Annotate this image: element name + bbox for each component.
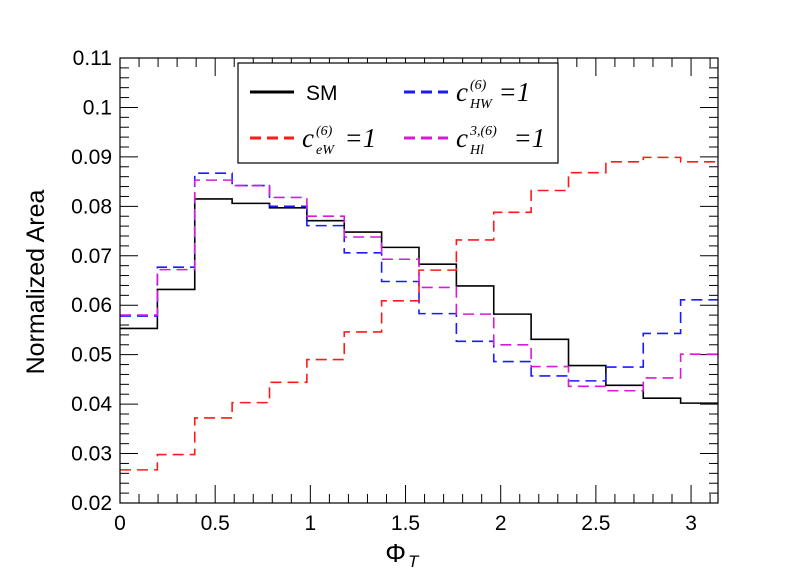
y-tick-label: 0.03 [71,443,112,466]
x-tick-label: 3 [685,512,697,535]
legend-label-sub: Hl [469,143,484,158]
x-tick-label: 2 [495,512,507,535]
x-tick-label: 1 [305,512,317,535]
series-line-cew [120,156,718,471]
legend-label-base: c [302,123,314,153]
y-tick-label: 0.08 [71,195,112,218]
x-tick-label: 0 [114,512,126,535]
x-tick-label: 1.5 [391,512,420,535]
x-tick-label: 2.5 [581,512,610,535]
y-tick-label: 0.02 [71,492,112,515]
series-line-chl [120,179,718,392]
y-tick-label: 0.07 [71,245,112,268]
series-line-sm [120,198,718,404]
plot-frame [119,57,719,504]
y-axis-title: Normalized Area [22,190,50,375]
y-tick-label: 0.04 [71,393,112,416]
legend-label-sub: eW [316,143,335,158]
legend-entry-chl: c 3,(6) Hl =1 [404,123,545,158]
tick-labels: 0 0.5 1 1.5 2 2.5 3 0.02 0.03 0.04 0.05 0.06 0.07 0.0… [71,47,697,535]
legend-label-suffix: =1 [499,77,531,107]
y-tick-label: 0.1 [83,96,112,119]
svg-text:Φ: Φ [385,538,406,568]
y-tick-label: 0.05 [71,344,112,367]
y-tick-label: 0.11 [73,47,112,70]
series-line-chw [120,172,718,382]
legend-label-sub: HW [469,97,493,112]
legend-entry-sm: SM [250,82,338,105]
legend-label-base: c [456,123,468,153]
y-tick-label: 0.09 [71,146,112,169]
legend-label-suffix: =1 [514,123,546,153]
x-axis-title: Φ T [385,538,420,571]
x-tick-label: 0.5 [201,512,230,535]
legend-label-sup: (6) [316,124,333,139]
x-axis-title-subscript: T [408,552,420,571]
x-axis-title-symbol: Φ [385,538,406,568]
legend-entry-cew: c (6) eW =1 [250,123,376,158]
y-tick-label: 0.06 [71,294,112,317]
legend-entry-chw: c (6) HW =1 [404,77,530,112]
legend-label-sup: (6) [470,78,487,93]
legend-label-base: c [456,77,468,107]
legend-label-sup: 3,(6) [469,124,497,139]
series-layer [120,156,718,471]
legend-label-suffix: =1 [345,123,377,153]
legend-box [237,62,559,164]
legend-label: SM [306,82,338,105]
legend: SM c (6)HW =1c (6)eW =1 c 3,(6)Hl =1 [237,62,559,164]
